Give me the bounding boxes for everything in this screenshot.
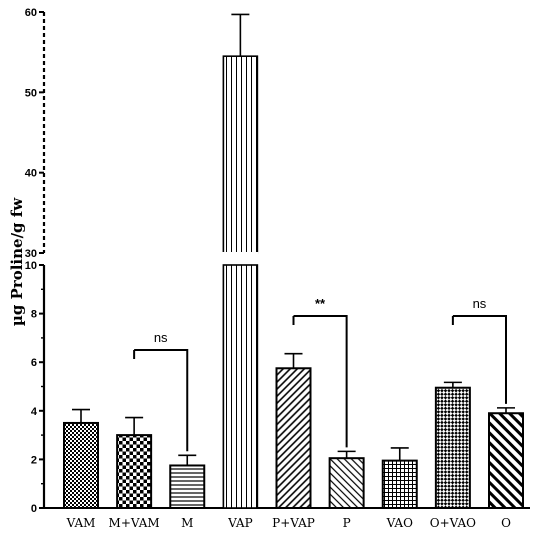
- bar-lower-segment: [222, 264, 259, 509]
- category-label: VAP: [227, 516, 253, 530]
- y-tick-label: 30: [25, 248, 37, 260]
- y-axis-title-group: µg Proline/g fw: [8, 197, 26, 326]
- category-labels: VAM M+VAM M VAP P+VAP P VAO O+VAO O: [66, 516, 511, 530]
- category-label: P: [343, 516, 351, 530]
- error-bars: [72, 13, 515, 466]
- category-label: O+VAO: [430, 516, 476, 530]
- y-tick-label: 10: [25, 260, 37, 272]
- significance-bracket: [133, 349, 189, 452]
- y-tick-label: 0: [31, 503, 37, 515]
- y-tick-label: 4: [31, 406, 38, 418]
- y-tick-label: 6: [31, 357, 37, 369]
- y-tick-label: 50: [25, 87, 37, 99]
- category-label: VAO: [386, 516, 414, 530]
- significance-annotations: ns ** ns: [133, 296, 507, 452]
- bar: [222, 55, 259, 254]
- significance-bracket: [292, 315, 348, 448]
- bar: [169, 464, 206, 510]
- category-label: O: [501, 516, 511, 530]
- category-label: M: [181, 516, 193, 530]
- y-tick-label: 60: [25, 7, 37, 19]
- category-label: M+VAM: [109, 516, 160, 530]
- bar: [275, 367, 312, 509]
- bar: [116, 434, 153, 510]
- significance-label: ns: [154, 330, 168, 345]
- bar: [434, 386, 471, 509]
- y-tick-label: 2: [31, 454, 37, 466]
- bar: [488, 412, 524, 510]
- significance-label: **: [315, 296, 326, 311]
- y-tick-label: 40: [25, 168, 37, 180]
- bars: [63, 55, 524, 510]
- y-tick-label: 8: [31, 309, 37, 321]
- category-label: VAM: [66, 516, 96, 530]
- category-label: P+VAP: [272, 516, 315, 530]
- y-axis-title: µg Proline/g fw: [8, 197, 26, 326]
- bar: [63, 421, 99, 510]
- significance-label: ns: [473, 296, 487, 311]
- bar: [381, 459, 418, 509]
- bar: [328, 457, 365, 509]
- significance-bracket: [451, 315, 507, 404]
